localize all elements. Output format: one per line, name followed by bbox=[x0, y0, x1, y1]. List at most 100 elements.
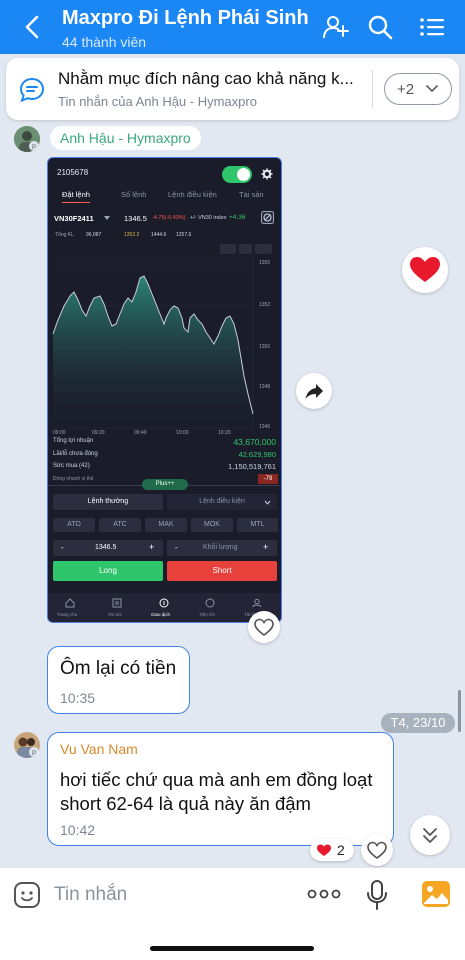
x-tick: 09:20 bbox=[92, 430, 105, 436]
floor-price: 1257.6 bbox=[176, 232, 192, 238]
pnl-label: Tổng lợi nhuận bbox=[53, 438, 94, 444]
chat-title[interactable]: Maxpro Đi Lệnh Phái Sinh bbox=[62, 7, 309, 29]
line-chart-icon bbox=[220, 244, 236, 254]
news-icon bbox=[112, 598, 122, 608]
nav-trade: Giao dịch bbox=[151, 612, 171, 617]
heart-icon bbox=[410, 257, 440, 282]
pinned-text: Nhằm mục đích nâng cao khả năng k... bbox=[58, 69, 354, 88]
message-time: 10:35 bbox=[60, 690, 96, 706]
volume-label: Tổng KL bbox=[55, 232, 74, 238]
svg-text:P: P bbox=[32, 751, 36, 757]
share-arrow-icon bbox=[305, 384, 323, 399]
order-type-chip: MOK bbox=[191, 518, 233, 532]
price-chart bbox=[52, 254, 254, 430]
home-indicator bbox=[150, 946, 314, 951]
pnl-value: 43,670,000 bbox=[233, 437, 276, 447]
price-change: -4.75(-0.43%) bbox=[152, 215, 186, 221]
menu-list-icon[interactable] bbox=[418, 13, 446, 41]
react-button[interactable] bbox=[248, 611, 280, 643]
message-bubble[interactable]: Ôm lại có tiền 10:35 bbox=[47, 646, 190, 714]
scrollbar[interactable] bbox=[458, 690, 461, 732]
conditional-order-tab: Lệnh điều kiện bbox=[167, 494, 277, 510]
y-tick: 1350 bbox=[259, 344, 271, 350]
y-tick: 1355 bbox=[259, 260, 271, 266]
svg-text:P: P bbox=[32, 145, 36, 151]
tab-order: Đặt lệnh bbox=[62, 190, 90, 203]
date-divider: T4, 23/10 bbox=[381, 713, 455, 733]
sender-name[interactable]: Anh Hậu - Hymaxpro bbox=[50, 126, 201, 150]
back-icon[interactable] bbox=[18, 12, 48, 42]
more-options-icon[interactable] bbox=[307, 887, 341, 901]
avatar-image: P bbox=[14, 732, 40, 758]
order-type-chip: MTL bbox=[237, 518, 278, 532]
symbol: VN30F2411 bbox=[54, 214, 94, 223]
y-tick: 1348 bbox=[259, 384, 271, 390]
avatar[interactable]: P bbox=[14, 732, 40, 758]
unrealized-label: Lãi/lỗ chưa đóng bbox=[53, 451, 98, 457]
avatar[interactable]: P bbox=[14, 126, 40, 152]
message-text-line: hơi tiếc chứ qua mà anh em đồng loạt bbox=[60, 769, 373, 790]
search-icon[interactable] bbox=[366, 13, 394, 41]
ceiling-price: 1352.2 bbox=[124, 232, 140, 238]
x-tick: 09:40 bbox=[134, 430, 147, 436]
scroll-to-bottom-button[interactable] bbox=[410, 815, 450, 855]
x-tick: 10:00 bbox=[176, 430, 189, 436]
plus-badge: Plus++ bbox=[142, 479, 188, 490]
nav-utility: Tiện ích bbox=[199, 612, 215, 617]
bottom-nav bbox=[48, 593, 281, 622]
buying-power-value: 1,150,519,761 bbox=[228, 462, 276, 471]
reaction-heart-button[interactable] bbox=[402, 247, 448, 293]
trading-screenshot[interactable]: 2105678 Đặt lệnh Sổ lệnh Lệnh điều kiện … bbox=[47, 157, 282, 623]
pinned-more-button[interactable]: +2 bbox=[384, 73, 452, 105]
message-bubble[interactable]: Vu Van Nam hơi tiếc chứ qua mà anh em đồ… bbox=[47, 732, 394, 846]
reaction-summary[interactable]: 2 bbox=[310, 839, 354, 861]
chevron-down-icon bbox=[264, 500, 271, 505]
pinned-more-label: +2 bbox=[397, 81, 415, 98]
short-button: Short bbox=[167, 561, 277, 581]
price-input-value: 1346.5 bbox=[95, 544, 117, 551]
long-button: Long bbox=[53, 561, 163, 581]
cancel-icon bbox=[261, 211, 274, 224]
sticker-icon[interactable] bbox=[12, 880, 42, 910]
y-tick: 1352 bbox=[259, 302, 271, 308]
microphone-icon[interactable] bbox=[365, 879, 389, 911]
account-icon bbox=[252, 598, 262, 608]
minus-icon: - bbox=[61, 543, 64, 552]
add-member-icon[interactable] bbox=[322, 13, 350, 41]
order-type-chip: ATO bbox=[53, 518, 95, 532]
share-button[interactable] bbox=[296, 373, 332, 409]
unrealized-value: 42,629,980 bbox=[238, 450, 276, 459]
x-tick: 09:00 bbox=[53, 430, 66, 436]
image-icon[interactable] bbox=[421, 880, 451, 908]
reference-price: 1444.6 bbox=[151, 232, 167, 238]
member-count[interactable]: 44 thành viên bbox=[62, 34, 147, 50]
candle-chart-icon bbox=[239, 244, 252, 254]
pinned-message[interactable]: Nhằm mục đích nâng cao khả năng k... Tin… bbox=[6, 58, 459, 120]
quick-close-value: -79 bbox=[258, 474, 278, 484]
tab-assets: Tài sản bbox=[239, 190, 264, 199]
heart-outline-icon bbox=[367, 841, 387, 859]
nav-home: Trang chủ bbox=[57, 612, 78, 617]
divider bbox=[372, 70, 373, 108]
tab-conditional: Lệnh điều kiện bbox=[168, 190, 217, 199]
x-tick: 10:20 bbox=[218, 430, 231, 436]
toggle-switch bbox=[222, 166, 252, 183]
pinned-sender: Tin nhắn của Anh Hậu - Hymaxpro bbox=[58, 94, 257, 109]
message-input[interactable]: Tin nhắn bbox=[54, 884, 128, 905]
index-change: +4.36 bbox=[229, 214, 246, 221]
sender-name[interactable]: Vu Van Nam bbox=[60, 741, 138, 757]
heart-outline-icon bbox=[254, 618, 274, 636]
avatar-image: P bbox=[14, 126, 40, 152]
double-chevron-down-icon bbox=[423, 828, 437, 844]
heart-icon bbox=[317, 844, 331, 856]
price: 1346.5 bbox=[124, 214, 147, 223]
order-type-chip: ATC bbox=[99, 518, 141, 532]
home-icon bbox=[65, 598, 75, 608]
message-text-line: short 62-64 là quả này ăn đậm bbox=[60, 793, 311, 814]
trade-icon bbox=[159, 598, 169, 608]
caret-down-icon bbox=[104, 216, 110, 220]
react-button[interactable] bbox=[361, 834, 393, 866]
quantity-placeholder: Khối lượng bbox=[203, 544, 238, 551]
utility-icon bbox=[205, 598, 215, 608]
minus-icon: - bbox=[175, 543, 178, 552]
